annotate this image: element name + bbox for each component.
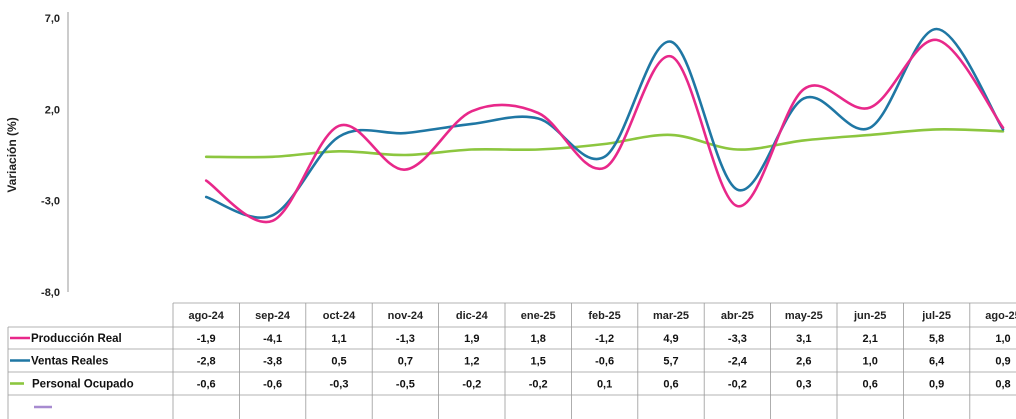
data-label: 1,2	[464, 356, 479, 368]
data-label: 1,5	[531, 356, 546, 368]
data-label: 2,1	[863, 333, 878, 345]
data-label: -3,3	[728, 333, 747, 345]
y-axis-title: Variación (%)	[5, 117, 19, 192]
data-label: -0,2	[462, 379, 481, 391]
data-label: 0,5	[331, 356, 346, 368]
x-category-label: ago-25	[985, 310, 1016, 322]
data-label: -2,8	[197, 356, 216, 368]
data-label: 1,0	[863, 356, 878, 368]
data-label: -2,4	[728, 356, 748, 368]
data-label: 2,6	[796, 356, 811, 368]
data-label: -0,5	[396, 379, 415, 391]
series-line-personal-ocupado	[204, 127, 1005, 159]
data-label: 0,9	[929, 379, 944, 391]
data-label: 1,9	[464, 333, 479, 345]
data-label: -0,6	[197, 379, 216, 391]
data-label: 1,1	[331, 333, 346, 345]
data-label: -1,9	[197, 333, 216, 345]
data-label: -0,6	[263, 379, 282, 391]
data-label: 0,1	[597, 379, 612, 391]
data-label: -3,8	[263, 356, 282, 368]
legend-label-personal-ocupado: Personal Ocupado	[32, 379, 134, 391]
data-label: 1,8	[531, 333, 546, 345]
legend-label-ventas-reales: Ventas Reales	[31, 356, 108, 368]
data-label: -1,3	[396, 333, 415, 345]
data-label: -0,2	[529, 379, 548, 391]
x-category-label: ene-25	[521, 310, 556, 322]
data-label: -0,3	[330, 379, 349, 391]
data-label: 0,7	[398, 356, 413, 368]
x-category-label: ago-24	[188, 310, 224, 322]
data-label: 0,9	[995, 356, 1010, 368]
x-category-label: feb-25	[588, 310, 620, 322]
x-category-label: sep-24	[255, 310, 291, 322]
y-tick-label: 2,0	[45, 104, 60, 116]
data-label: -1,2	[595, 333, 614, 345]
data-label: 5,7	[663, 356, 678, 368]
x-category-label: jun-25	[853, 310, 886, 322]
series-line-producci-n-real	[204, 38, 1005, 224]
data-label: 0,8	[995, 379, 1010, 391]
y-tick-label: -3,0	[41, 196, 60, 208]
x-category-label: abr-25	[721, 310, 754, 322]
legend-label-producci-n-real: Producción Real	[31, 333, 122, 345]
y-tick-label: 7,0	[45, 13, 60, 25]
data-label: 5,8	[929, 333, 944, 345]
x-category-label: dic-24	[456, 310, 489, 322]
data-label: 0,6	[663, 379, 678, 391]
data-label: 1,0	[995, 333, 1010, 345]
x-category-label: jul-25	[921, 310, 951, 322]
x-category-label: oct-24	[323, 310, 356, 322]
data-label: 0,3	[796, 379, 811, 391]
data-label: 4,9	[663, 333, 678, 345]
data-label: 6,4	[929, 356, 945, 368]
data-label: 0,6	[863, 379, 878, 391]
x-category-label: may-25	[785, 310, 823, 322]
x-category-label: mar-25	[653, 310, 689, 322]
data-label: -0,2	[728, 379, 747, 391]
data-label: -4,1	[263, 333, 282, 345]
y-tick-label: -8,0	[41, 287, 60, 299]
x-category-label: nov-24	[388, 310, 424, 322]
data-label: 3,1	[796, 333, 811, 345]
data-label: -0,6	[595, 356, 614, 368]
series-line-ventas-reales	[204, 27, 1005, 219]
